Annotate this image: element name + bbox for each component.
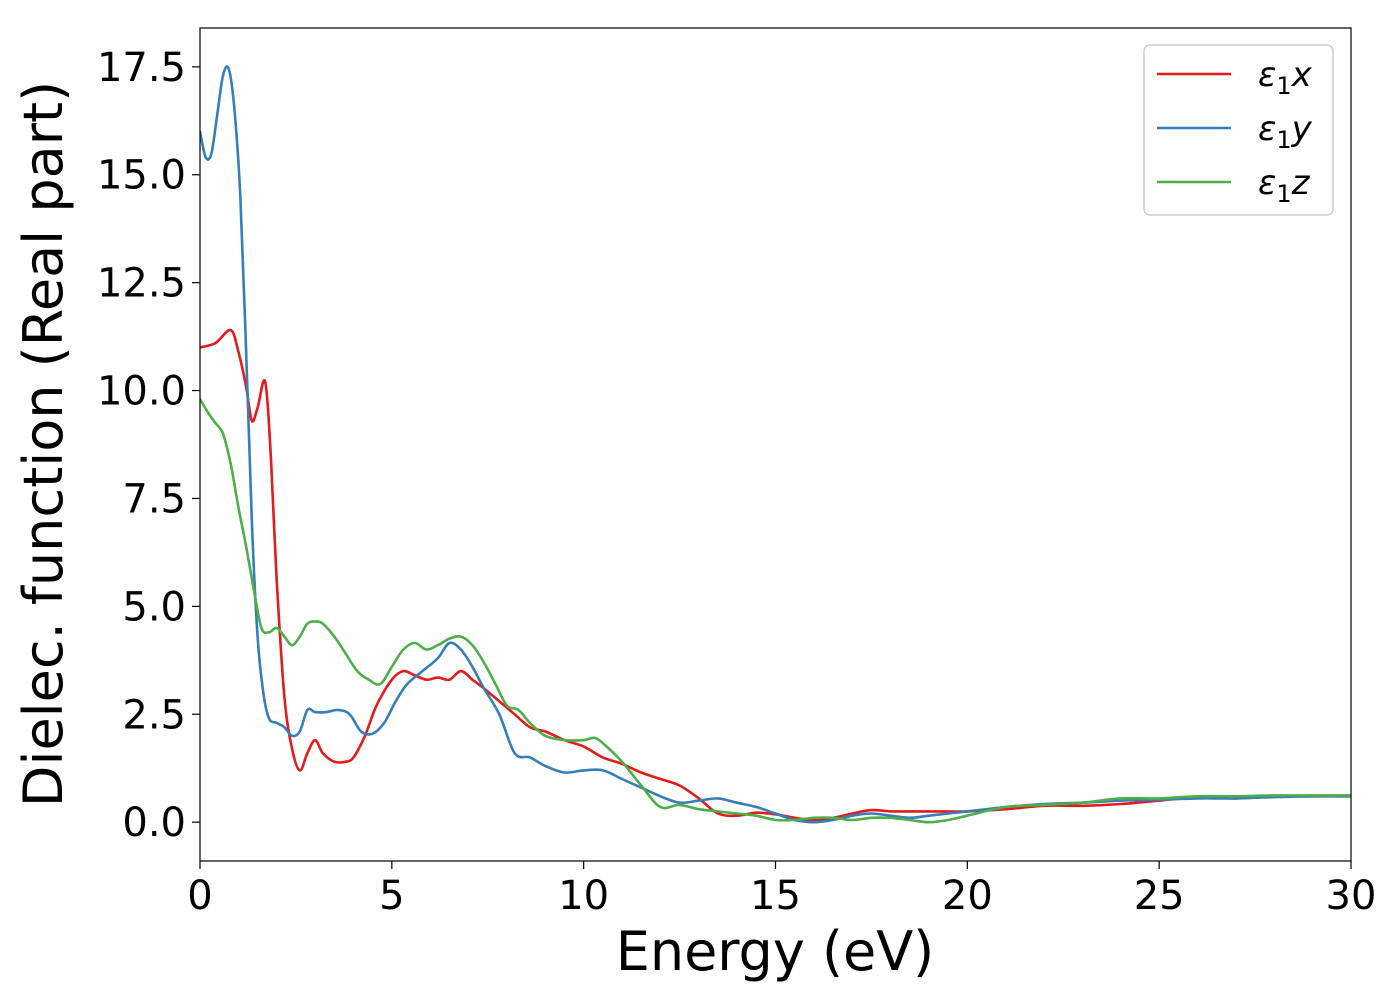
- x-axis-label: Energy (eV): [616, 920, 935, 983]
- legend-label-z: ε1z: [1258, 163, 1311, 208]
- y-tick-label: 15.0: [97, 153, 186, 199]
- series-line-x: [200, 328, 1351, 822]
- x-tick-label: 30: [1326, 873, 1377, 919]
- y-axis: 0.0 2.5 5.0 7.5 10.0 12.5 15.0 17.5: [97, 45, 200, 846]
- y-tick-label: 7.5: [122, 476, 186, 522]
- legend-label-y: ε1y: [1258, 109, 1313, 154]
- series-line-z: [200, 397, 1351, 824]
- x-tick-label: 10: [558, 873, 609, 919]
- x-tick-label: 20: [942, 873, 993, 919]
- series-layer: [200, 65, 1351, 824]
- x-axis: 0 5 10 15 20 25 30: [187, 861, 1376, 919]
- legend-box: [1143, 44, 1334, 216]
- y-tick-label: 5.0: [122, 584, 186, 630]
- legend-label-x: ε1x: [1258, 55, 1313, 100]
- x-tick-label: 0: [187, 873, 212, 919]
- legend: ε1x ε1y ε1z: [1143, 44, 1334, 216]
- y-tick-label: 10.0: [97, 369, 186, 415]
- x-tick-label: 15: [750, 873, 801, 919]
- x-tick-label: 25: [1134, 873, 1185, 919]
- y-tick-label: 0.0: [122, 800, 186, 846]
- y-tick-label: 12.5: [97, 261, 186, 307]
- x-tick-label: 5: [379, 873, 404, 919]
- y-axis-label: Dielec. function (Real part): [12, 81, 75, 807]
- y-tick-label: 17.5: [97, 45, 186, 91]
- series-line-y: [200, 65, 1351, 824]
- y-tick-label: 2.5: [122, 692, 186, 738]
